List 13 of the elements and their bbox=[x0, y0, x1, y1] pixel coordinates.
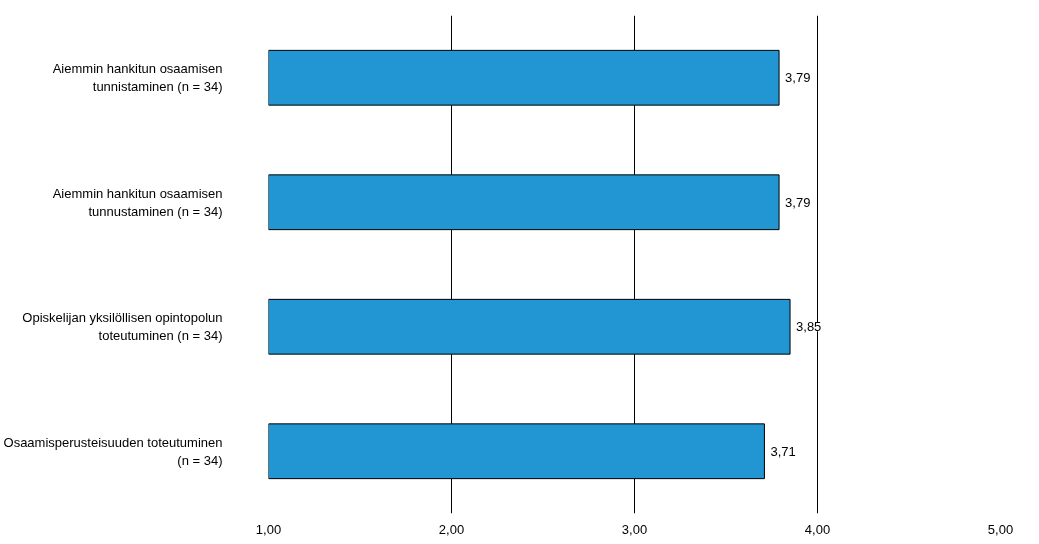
data-label: 3,85 bbox=[796, 319, 822, 335]
data-label: 3,71 bbox=[770, 443, 796, 459]
x-tick-label: 2,00 bbox=[438, 521, 465, 537]
y-tick-label: Osaamisperusteisuuden toteutuminen (n = 34) bbox=[3, 434, 223, 468]
data-label: 3,79 bbox=[785, 194, 811, 210]
x-tick-label: 4,00 bbox=[804, 521, 831, 537]
x-tick-label: 1,00 bbox=[255, 521, 282, 537]
data-label: 3,79 bbox=[785, 70, 811, 86]
x-tick-label: 5,00 bbox=[987, 521, 1014, 537]
y-tick-label: Aiemmin hankitun osaamisen tunnistaminen (n = 34) bbox=[52, 61, 223, 95]
y-tick-label: Aiemmin hankitun osaamisen tunnustaminen (n = 34) bbox=[52, 185, 223, 219]
y-tick-label: Opiskelijan yksilöllisen opintopolun toteutuminen (n = 34) bbox=[22, 310, 223, 344]
x-tick-label: 3,00 bbox=[621, 521, 648, 537]
